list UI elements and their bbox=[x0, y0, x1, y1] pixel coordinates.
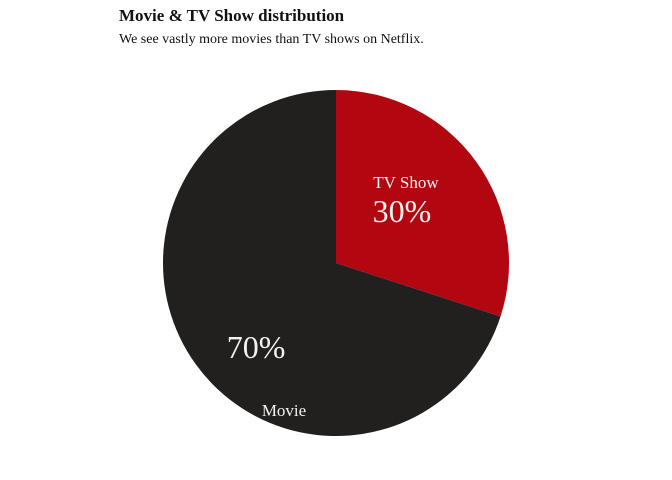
slice-label-tv-show: TV Show bbox=[373, 173, 439, 192]
chart-title: Movie & TV Show distribution bbox=[119, 6, 345, 25]
slice-label-movie: Movie bbox=[262, 401, 306, 420]
chart-subtitle: We see vastly more movies than TV shows … bbox=[119, 32, 424, 47]
pie-slice-movie bbox=[163, 90, 501, 436]
slice-percent-movie: 70% bbox=[227, 329, 286, 365]
slice-percent-tv-show: 30% bbox=[373, 193, 432, 229]
pie-slice-tv-show bbox=[336, 90, 509, 317]
